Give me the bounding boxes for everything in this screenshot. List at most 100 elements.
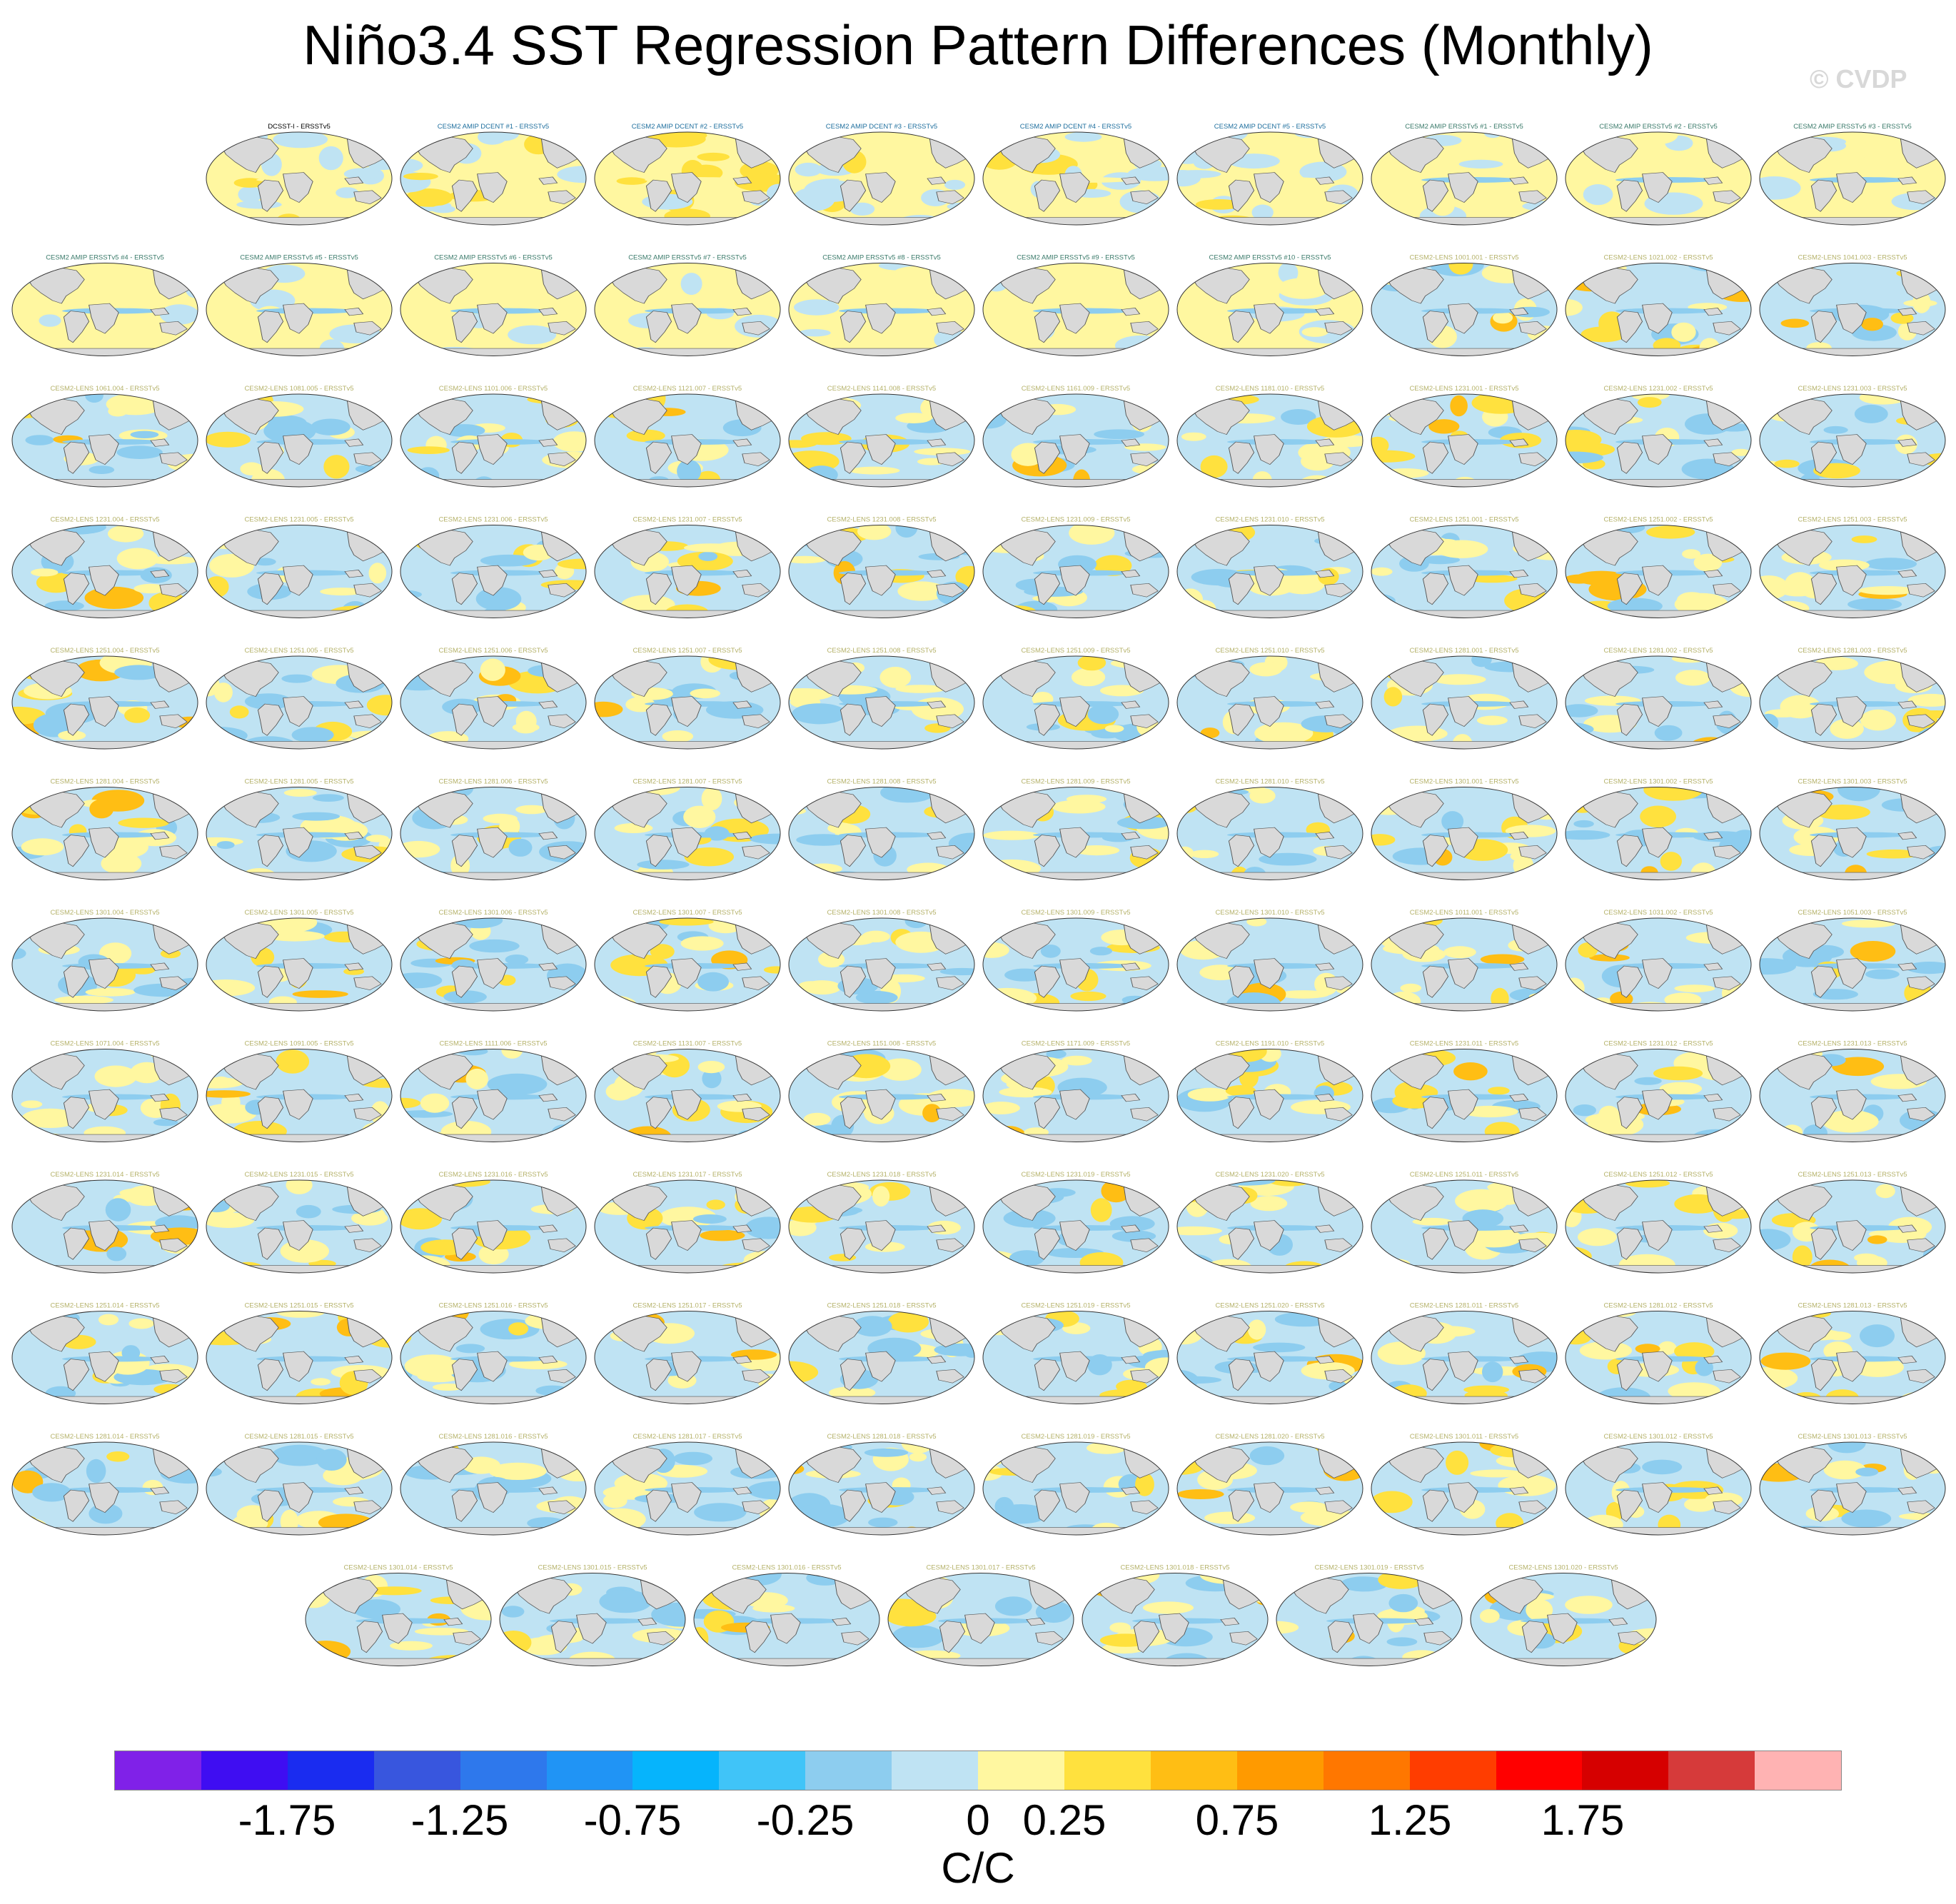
panel-title: CESM2-LENS 1281.007 - ERSSTv5 xyxy=(632,778,742,786)
anomaly-patch xyxy=(1851,323,1897,341)
map-panel: CESM2 AMIP DCENT #4 - ERSSTv5 xyxy=(982,123,1169,226)
anomaly-patch xyxy=(659,918,714,926)
anomaly-patch xyxy=(1375,1393,1397,1404)
anomaly-patch xyxy=(400,263,449,268)
map-border xyxy=(1371,263,1558,356)
panel-title: CESM2-LENS 1251.005 - ERSSTv5 xyxy=(244,647,353,655)
anomaly-patch xyxy=(1253,1342,1306,1353)
anomaly-patch xyxy=(557,558,586,570)
map-border xyxy=(499,1573,686,1666)
map-panel: CESM2-LENS 1281.002 - ERSSTv5 xyxy=(1565,647,1752,750)
map-border xyxy=(400,917,587,1012)
anomaly-patch xyxy=(128,1318,154,1329)
anomaly-patch xyxy=(983,987,1037,1009)
map-border xyxy=(1565,263,1752,356)
map-border xyxy=(1176,393,1363,488)
anomaly-patch xyxy=(106,1451,130,1462)
anomaly-patch xyxy=(934,1343,974,1356)
anomaly-patch xyxy=(1566,977,1585,999)
colorbar-swatch xyxy=(978,1751,1064,1790)
map-panel: CESM2-LENS 1251.004 - ERSSTv5 xyxy=(11,647,198,750)
map-border xyxy=(400,1049,587,1142)
anomaly-patch xyxy=(105,1198,131,1222)
map-border xyxy=(11,1179,198,1274)
map-panel: CESM2-LENS 1281.005 - ERSSTv5 xyxy=(206,778,393,880)
anomaly-patch xyxy=(400,1110,453,1118)
map-panel: CESM2 AMIP ERSSTv5 #8 - ERSSTv5 xyxy=(788,254,975,356)
panel-title: CESM2-LENS 1171.009 - ERSSTv5 xyxy=(1022,1040,1130,1048)
map-panel: CESM2-LENS 1231.017 - ERSSTv5 xyxy=(594,1171,781,1274)
anomaly-patch xyxy=(186,1516,198,1535)
panel-title: CESM2-LENS 1091.005 - ERSSTv5 xyxy=(244,1040,353,1048)
map-panel: CESM2 AMIP ERSSTv5 #5 - ERSSTv5 xyxy=(206,254,393,356)
anomaly-patch xyxy=(1659,1082,1703,1096)
anomaly-patch xyxy=(1847,598,1902,611)
map-border xyxy=(206,263,393,356)
anomaly-patch xyxy=(1770,600,1810,616)
panel-title: CESM2-LENS 1281.004 - ERSSTv5 xyxy=(50,778,159,786)
anomaly-patch xyxy=(1254,1589,1268,1606)
map-panel: CESM2 AMIP DCENT #5 - ERSSTv5 xyxy=(1176,123,1363,226)
anomaly-patch xyxy=(987,1127,1011,1142)
anomaly-patch xyxy=(1792,1245,1813,1269)
map-panels-grid: DCSST-I - ERSSTv5 CESM2 AMIP DCENT #1 - E… xyxy=(11,123,1946,1666)
panel-title: CESM2-LENS 1281.017 - ERSSTv5 xyxy=(632,1433,742,1441)
anomaly-patch xyxy=(1184,263,1209,275)
anomaly-patch xyxy=(254,558,276,566)
anomaly-patch xyxy=(1922,1135,1945,1142)
anomaly-patch xyxy=(702,1069,722,1089)
anomaly-patch xyxy=(1388,1593,1418,1613)
map-panel: CESM2-LENS 1231.016 - ERSSTv5 xyxy=(400,1171,587,1274)
anomaly-patch xyxy=(1668,1382,1720,1400)
anomaly-patch xyxy=(1116,816,1169,830)
anomaly-patch xyxy=(683,805,716,829)
map-border xyxy=(788,393,975,488)
anomaly-patch xyxy=(744,1251,780,1269)
map-border xyxy=(400,1311,587,1404)
anomaly-patch xyxy=(400,610,445,618)
anomaly-patch xyxy=(1828,1442,1866,1454)
anomaly-patch xyxy=(229,705,249,719)
anomaly-patch xyxy=(1565,1596,1613,1614)
anomaly-patch xyxy=(480,554,537,567)
anomaly-patch xyxy=(1470,1469,1524,1478)
anomaly-patch xyxy=(1760,1352,1811,1370)
panel-title: CESM2 AMIP ERSSTv5 #6 - ERSSTv5 xyxy=(434,254,553,262)
anomaly-patch xyxy=(748,1398,775,1404)
panel-title: CESM2-LENS 1281.008 - ERSSTv5 xyxy=(827,778,936,786)
anomaly-patch xyxy=(1246,918,1267,927)
anomaly-patch xyxy=(361,1122,392,1140)
anomaly-patch xyxy=(271,1444,328,1466)
anomaly-patch xyxy=(1371,1524,1413,1535)
map-panel: CESM2-LENS 1161.009 - ERSSTv5 xyxy=(982,385,1169,488)
colorbar-units-label: C/C xyxy=(941,1844,1015,1892)
anomaly-patch xyxy=(677,459,702,483)
map-panel: CESM2-LENS 1231.005 - ERSSTv5 xyxy=(206,516,393,618)
panel-title: CESM2-LENS 1251.004 - ERSSTv5 xyxy=(50,647,159,655)
map-border xyxy=(982,1311,1169,1404)
anomaly-patch xyxy=(1249,662,1282,677)
colorbar-swatch xyxy=(1668,1751,1755,1790)
anomaly-patch xyxy=(909,1452,927,1462)
panel-title: CESM2-LENS 1251.001 - ERSSTv5 xyxy=(1409,516,1518,524)
anomaly-patch xyxy=(1046,1049,1067,1059)
anomaly-patch xyxy=(318,146,343,171)
colorbar-swatch xyxy=(632,1751,720,1790)
panel-title: CESM2-LENS 1181.010 - ERSSTv5 xyxy=(1216,385,1324,393)
anomaly-patch xyxy=(994,1504,1049,1524)
panel-title: CESM2-LENS 1281.010 - ERSSTv5 xyxy=(1215,778,1324,786)
panel-title: CESM2-LENS 1081.005 - ERSSTv5 xyxy=(244,385,353,393)
anomaly-patch xyxy=(499,816,520,837)
anomaly-patch xyxy=(1448,263,1473,275)
map-panel: CESM2-LENS 1251.011 - ERSSTv5 xyxy=(1371,1171,1558,1274)
anomaly-patch xyxy=(698,551,718,561)
anomaly-patch xyxy=(264,918,318,933)
panel-title: CESM2-LENS 1251.019 - ERSSTv5 xyxy=(1021,1302,1130,1310)
map-border xyxy=(11,1049,198,1142)
map-panel: CESM2-LENS 1231.019 - ERSSTv5 xyxy=(982,1171,1169,1274)
anomaly-patch xyxy=(25,435,54,445)
anomaly-patch xyxy=(400,1329,412,1345)
anomaly-patch xyxy=(1100,685,1144,697)
anomaly-patch xyxy=(455,1344,485,1354)
anomaly-patch xyxy=(1640,805,1677,828)
